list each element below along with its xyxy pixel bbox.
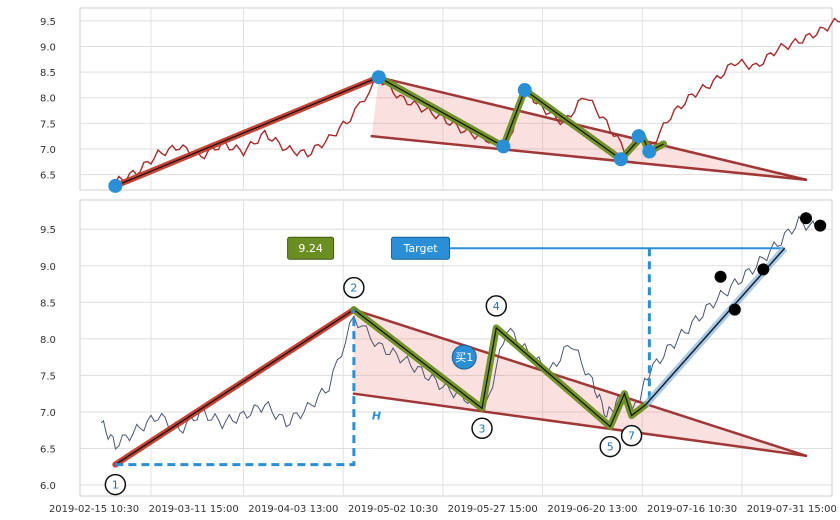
- pivot-marker: [371, 70, 386, 85]
- pivot-marker: [517, 83, 532, 98]
- y-tick-label: 9.0: [40, 42, 56, 53]
- plot-frame: [79, 7, 833, 191]
- pattern-line: [377, 75, 808, 181]
- y-tick-label: 9.5: [40, 225, 56, 236]
- y-tick-label: 7.0: [40, 145, 56, 156]
- pivot-number-label: 7: [628, 430, 635, 443]
- pivot-number-circle: [471, 417, 493, 440]
- pivot-number-circle: [104, 473, 127, 496]
- x-tick-label: 2019-05-27 15:00: [448, 504, 538, 515]
- wave-marker: [814, 219, 827, 232]
- x-tick-label: 2019-04-03 13:00: [248, 504, 338, 515]
- pivot-number-label: 5: [607, 441, 614, 454]
- price-label-text: 9.24: [298, 242, 323, 255]
- y-tick-label: 6.5: [40, 444, 56, 455]
- y-tick-label: 8.5: [40, 68, 56, 79]
- x-tick-label: 2019-02-15 10:30: [49, 504, 139, 515]
- pivot-number-label: 2: [350, 282, 357, 295]
- y-tick-label: 8.0: [40, 94, 56, 105]
- pivot-number-label: 4: [493, 300, 500, 313]
- y-tick-label: 7.5: [40, 371, 56, 382]
- y-tick-label: 9.0: [40, 262, 56, 273]
- pattern-core-line: [115, 76, 380, 187]
- pivot-marker: [631, 129, 646, 144]
- height-label: H: [372, 409, 381, 422]
- buy-marker-label: 买1: [455, 351, 473, 364]
- top-panel: 6.5 7.0 7.5 8.0 8.5 9.0 9.5: [40, 7, 840, 193]
- pivot-marker: [613, 152, 628, 167]
- height-measure-left: [115, 309, 356, 467]
- pattern-line: [352, 392, 808, 458]
- wave-marker: [757, 263, 770, 276]
- x-tick-label: 2019-06-20 13:00: [547, 504, 637, 515]
- pattern-line: [352, 308, 808, 458]
- pivot-number-label: 3: [479, 422, 486, 435]
- wave-marker: [714, 270, 727, 283]
- y-tick-label: 7.0: [40, 408, 56, 419]
- pivot-marker: [642, 144, 657, 159]
- bottom-panel: 6.0 6.5 7.0 7.5 8.0 8.5 9.0 9.5 1 2 3 4 5 7 2019-02-15…: [40, 199, 837, 515]
- annotations: 9.24 Target 买1 H: [115, 212, 827, 467]
- pivot-marker: [496, 139, 511, 154]
- y-tick-label: 8.0: [40, 335, 56, 346]
- pivot-number-label: 1: [112, 479, 119, 492]
- pivot-number-circle: [599, 435, 621, 458]
- wave-marker: [800, 212, 812, 225]
- x-tick-label: 2019-07-31 15:00: [747, 504, 837, 515]
- pivot-number-circle: [343, 276, 365, 299]
- pivot-number-circle: [485, 295, 508, 317]
- pattern-line: [370, 134, 808, 181]
- y-tick-label: 7.5: [40, 119, 56, 130]
- y-tick-label: 8.5: [40, 298, 56, 309]
- y-tick-label: 9.5: [40, 17, 56, 28]
- buy-marker: [451, 344, 477, 370]
- pattern-core-line: [353, 309, 647, 428]
- pivot-marker: [108, 178, 123, 193]
- price-label-box: [287, 236, 335, 260]
- target-label-text: Target: [403, 242, 439, 255]
- y-tick-label: 6.0: [40, 481, 56, 492]
- pivot-number-circle: [620, 424, 643, 447]
- wave-marker: [728, 303, 741, 316]
- x-tick-label: 2019-07-16 10:30: [647, 504, 737, 515]
- pattern-core-line: [115, 309, 355, 466]
- x-tick-label: 2019-05-02 10:30: [348, 504, 438, 515]
- x-tick-label: 2019-03-11 15:00: [149, 504, 239, 515]
- y-tick-label: 6.5: [40, 171, 56, 182]
